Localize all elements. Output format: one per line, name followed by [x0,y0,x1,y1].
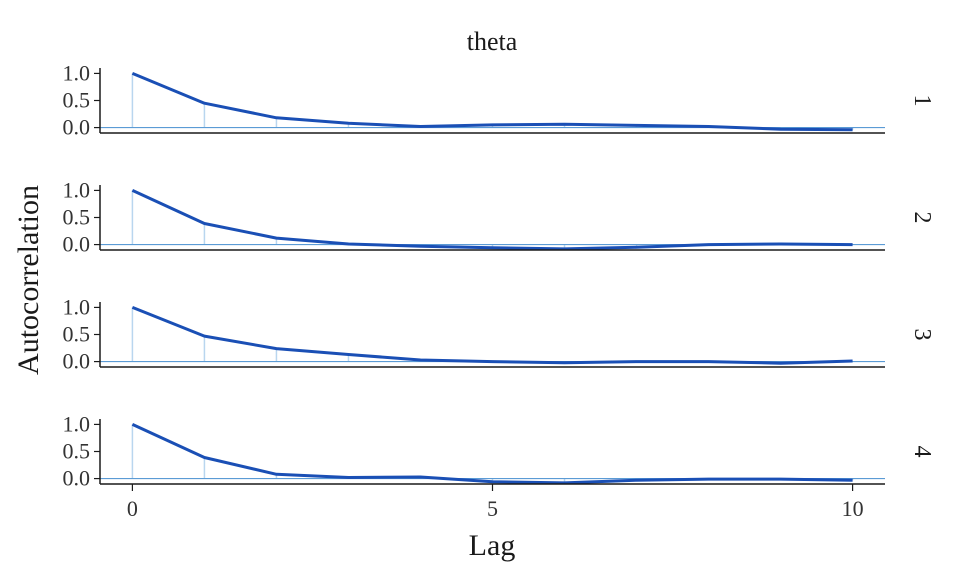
panel-2: 0.00.5 1.0 2 [63,177,936,256]
panel-4: 0.00.5 1.0 4 [63,411,936,490]
y-axis-title: Autocorrelation [12,185,45,375]
y-tick-label: 1.0 [63,411,91,436]
y-tick-label: 0.0 [63,349,91,374]
y-tick-label: 0.0 [63,466,91,491]
y-tick-label: 1.0 [63,177,91,202]
y-tick-label: 0.0 [63,115,91,140]
acf-line-panel-4 [131,423,853,485]
x-axis: 0 5 10 [127,484,864,521]
y-tick-label: 0.5 [63,205,91,230]
y-tick-label: 0.0 [63,232,91,257]
x-axis-title: Lag [469,529,516,562]
strip-label-panel-3: 3 [909,329,935,341]
y-tick-label: 0.5 [63,88,91,113]
panel-1: 0.00.5 1.0 1 [63,60,936,139]
acf-line-panel-1 [131,72,853,132]
acf-line-panel-2 [131,189,853,251]
y-tick-label: 1.0 [63,60,91,85]
y-tick-label: 0.5 [63,322,91,347]
y-tick-label: 0.5 [63,439,91,464]
y-tick-label: 1.0 [63,294,91,319]
x-tick-label: 10 [842,496,864,521]
facet-panels: 0.00.51.010.00.51.020.00.51.030.00.51.04 [63,60,936,490]
x-tick-label: 0 [127,496,138,521]
x-tick-label: 5 [487,496,498,521]
acf-line-panel-3 [131,306,853,365]
strip-label-panel-2: 2 [909,212,935,224]
chart-title: theta [467,27,518,56]
panel-3: 0.00.5 1.0 3 [63,294,936,373]
strip-label-panel-4: 4 [909,446,935,458]
strip-label-panel-1: 1 [909,95,935,107]
